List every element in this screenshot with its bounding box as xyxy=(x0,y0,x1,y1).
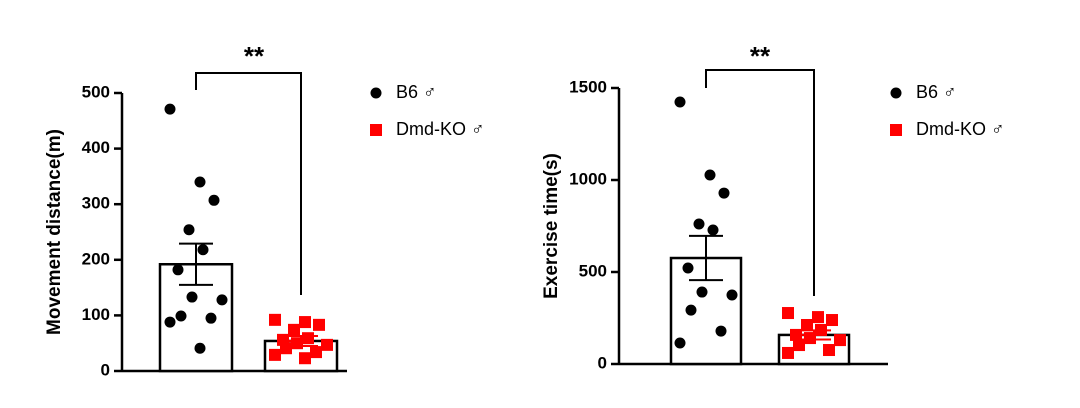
data-point xyxy=(175,310,187,322)
data-point xyxy=(269,313,281,326)
data-point xyxy=(164,103,176,115)
data-point xyxy=(718,187,730,199)
data-point xyxy=(183,224,195,236)
data-point xyxy=(288,323,300,336)
data-point xyxy=(715,325,727,337)
significance-bracket xyxy=(705,69,815,296)
legend-symbol xyxy=(370,124,382,136)
data-point xyxy=(826,314,838,327)
legend-symbol xyxy=(370,87,382,99)
data-point xyxy=(186,291,198,303)
data-point xyxy=(172,264,184,276)
y-tick-label: 1500 xyxy=(569,77,607,96)
data-point xyxy=(280,342,292,355)
data-point xyxy=(299,352,311,365)
data-point xyxy=(834,334,846,347)
data-point xyxy=(216,294,228,306)
legend-text: B6 ♂ xyxy=(396,82,437,102)
y-tick-label: 200 xyxy=(82,249,110,268)
data-point xyxy=(704,169,716,181)
data-point xyxy=(682,262,694,274)
data-point xyxy=(674,96,686,108)
y-axis-label: Exercise time(s) xyxy=(541,153,562,299)
data-point xyxy=(302,332,314,345)
data-point xyxy=(205,312,217,324)
y-tick-label: 1000 xyxy=(569,169,607,188)
y-tick-label: 500 xyxy=(579,261,607,280)
data-point xyxy=(164,316,176,328)
data-point xyxy=(790,328,802,341)
y-tick-label: 100 xyxy=(82,305,110,324)
data-point xyxy=(313,318,325,331)
y-tick-label: 400 xyxy=(82,138,110,157)
legend-symbol xyxy=(890,124,902,136)
data-point xyxy=(299,316,311,329)
legend-text: Dmd-KO ♂ xyxy=(916,119,1005,139)
data-point xyxy=(726,289,738,301)
data-point xyxy=(310,346,322,359)
data-point xyxy=(782,346,794,359)
y-tick-label: 0 xyxy=(101,360,110,379)
data-point xyxy=(782,307,794,320)
y-axis-label: Movement distance(m) xyxy=(44,129,65,335)
data-point xyxy=(801,318,813,331)
data-point xyxy=(793,339,805,352)
data-point xyxy=(194,176,206,188)
significance-label: ** xyxy=(244,41,265,71)
data-point xyxy=(197,244,209,256)
y-tick-label: 0 xyxy=(598,353,607,372)
data-point xyxy=(685,304,697,316)
data-point xyxy=(208,194,220,206)
data-point xyxy=(812,311,824,324)
data-point xyxy=(194,342,206,354)
data-point xyxy=(696,286,708,298)
legend-symbol xyxy=(890,87,902,99)
data-point xyxy=(823,344,835,357)
significance-bracket xyxy=(195,72,302,295)
data-point xyxy=(707,224,719,236)
data-point xyxy=(674,337,686,349)
y-tick-label: 300 xyxy=(82,194,110,213)
data-point xyxy=(269,348,281,361)
data-point xyxy=(693,218,705,230)
significance-label: ** xyxy=(750,41,771,71)
data-point xyxy=(321,338,333,351)
y-tick-label: 500 xyxy=(82,82,110,101)
legend-text: Dmd-KO ♂ xyxy=(396,119,485,139)
legend-text: B6 ♂ xyxy=(916,82,957,102)
